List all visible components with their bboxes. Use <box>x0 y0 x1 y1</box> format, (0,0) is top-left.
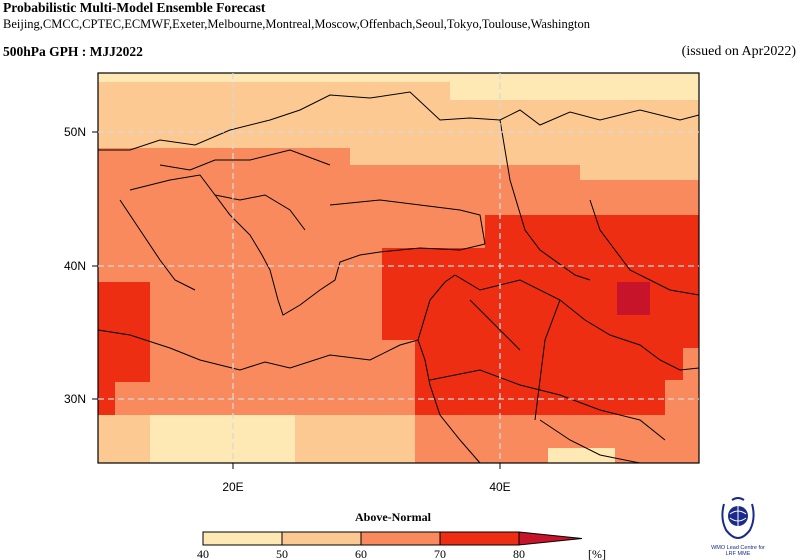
lat-label-40n: 40N <box>64 259 86 273</box>
colorbar-tick-40: 40 <box>197 547 209 560</box>
colorbar-unit: [%] <box>588 547 606 560</box>
colorbar-tick-50: 50 <box>276 547 288 560</box>
contributing-centres: Beijing,CMCC,CPTEC,ECMWF,Exeter,Melbourn… <box>3 17 590 31</box>
map-frame <box>97 72 700 464</box>
colorbar-segment-40-50 <box>202 531 283 546</box>
colorbar-segment-50-60 <box>281 531 362 546</box>
colorbar-segment-70-80 <box>439 531 520 546</box>
colorbar-tick-80: 80 <box>513 547 525 560</box>
lon-label-20e: 20E <box>222 480 243 494</box>
issued-date: (issued on Apr2022) <box>681 44 796 59</box>
colorbar-tick-70: 70 <box>434 547 446 560</box>
colorbar-tick-60: 60 <box>355 547 367 560</box>
axis-ticks <box>92 131 501 469</box>
wmo-logo-line1: WMO Lead Centre for <box>711 545 765 551</box>
colorbar: 40 50 60 70 80 [%] <box>197 531 606 560</box>
map-title: Probabilistic Multi-Model Ensemble Forec… <box>3 0 266 15</box>
lat-label-50n: 50N <box>64 125 86 139</box>
colorbar-triangle-80-plus <box>518 531 583 546</box>
lat-label-30n: 30N <box>64 392 86 406</box>
lon-label-40e: 40E <box>489 480 510 494</box>
graticule <box>98 73 699 463</box>
probability-shading <box>98 73 699 463</box>
colorbar-segment-60-70 <box>360 531 441 546</box>
forecast-subtitle: 500hPa GPH : MJJ2022 <box>3 44 143 59</box>
legend-title: Above-Normal <box>355 510 431 524</box>
wmo-logo-line2: LRF MME <box>725 551 751 557</box>
wmo-emblem-icon <box>721 497 755 540</box>
wmo-logo: WMO Lead Centre for LRF MME <box>707 496 769 560</box>
coastlines <box>98 91 699 463</box>
